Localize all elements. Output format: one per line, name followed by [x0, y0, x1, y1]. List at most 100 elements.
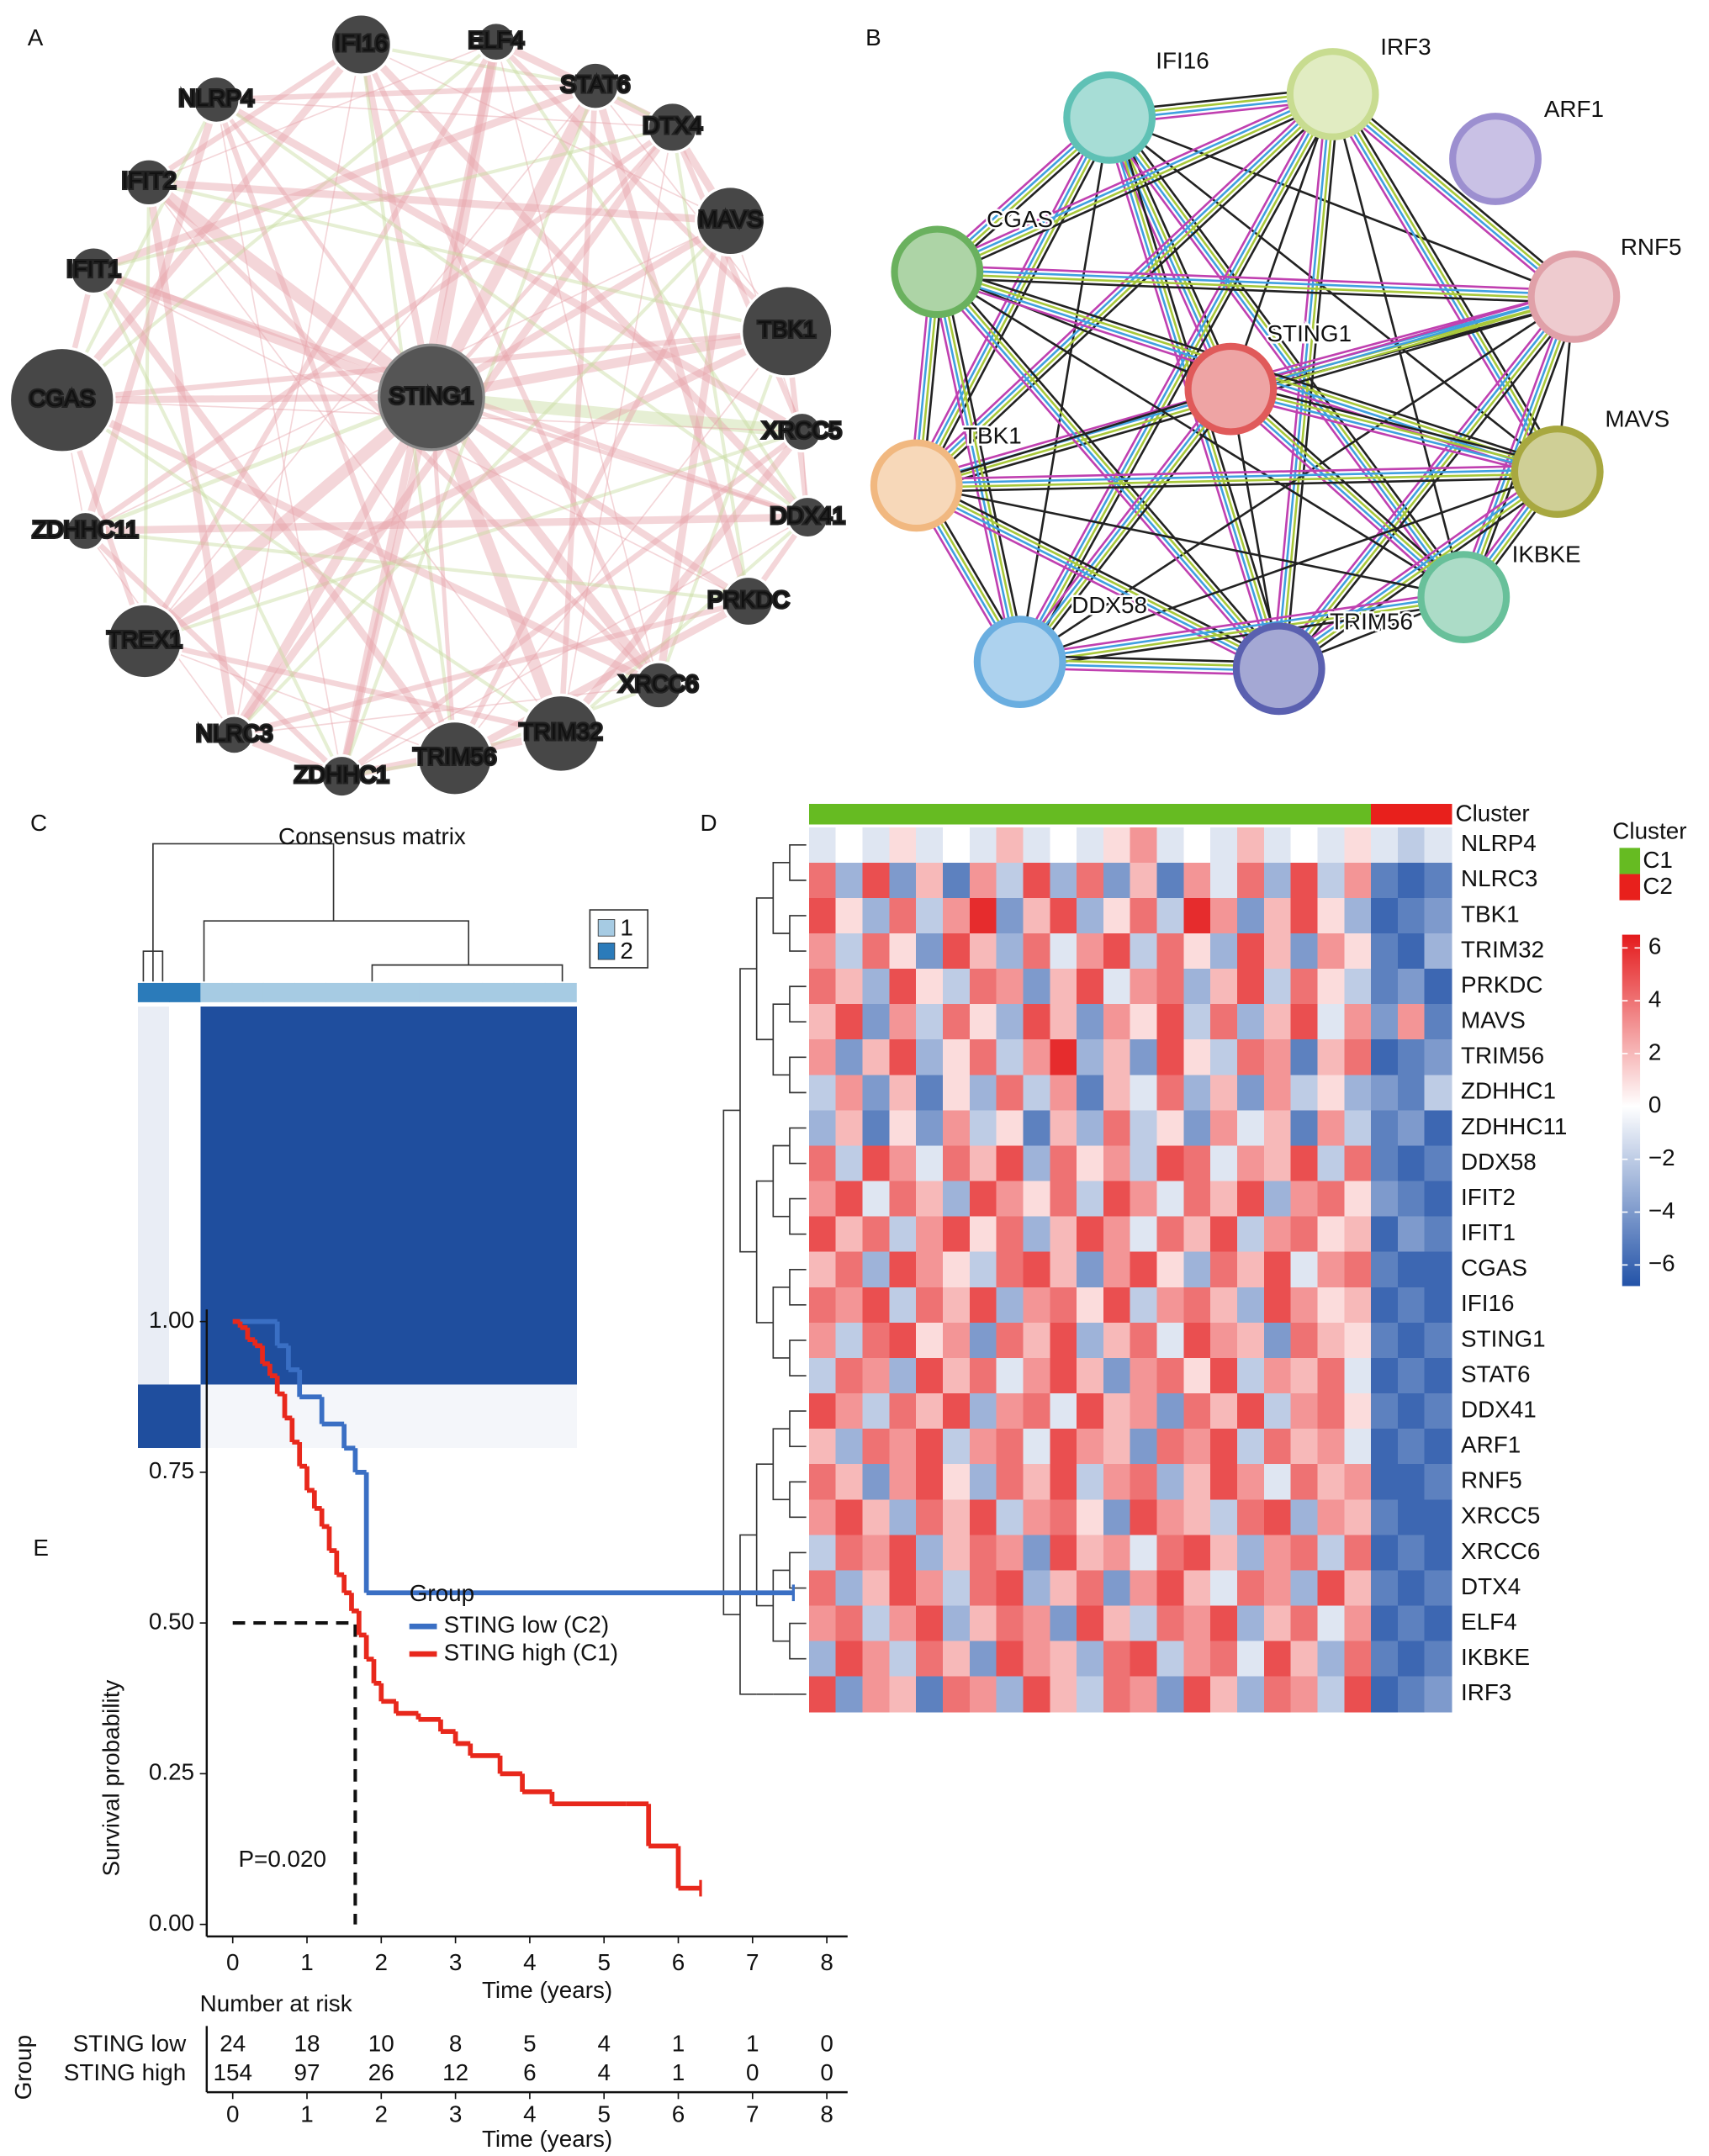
heatmap-cell [1237, 1004, 1265, 1041]
heatmap-cell [1344, 1145, 1372, 1182]
edge [145, 177, 436, 403]
matrix-cell [451, 1006, 484, 1039]
heatmap-cell [1103, 1181, 1131, 1218]
heatmap-cell [1290, 1216, 1319, 1253]
edge [1283, 94, 1341, 670]
matrix-cell [325, 1289, 358, 1323]
node-label: NLRP4 [178, 85, 254, 111]
x-tick-label: 2 [375, 1949, 388, 1975]
heatmap-cell [1156, 1110, 1185, 1147]
edge [144, 638, 562, 737]
heatmap-cell [1130, 1357, 1158, 1394]
heatmap-cell [835, 1287, 864, 1324]
matrix-cell [513, 1038, 546, 1070]
matrix-cell [388, 1195, 421, 1228]
node-label: STING1 [1267, 320, 1352, 346]
heatmap-cell [862, 1004, 891, 1041]
cluster-bar [482, 982, 515, 1002]
heatmap-cell [862, 862, 891, 899]
heatmap-cell [1077, 1499, 1104, 1536]
heatmap-cell [1156, 1429, 1185, 1466]
node-label: XRCC5 [763, 417, 842, 443]
edge [85, 513, 808, 535]
matrix-cell [357, 1101, 389, 1133]
heatmap-cell [1371, 1429, 1399, 1466]
heatmap-cell [916, 1004, 944, 1041]
matrix-cell [513, 1258, 546, 1291]
node [781, 410, 823, 453]
edge [147, 42, 363, 185]
heatmap-cell [889, 1110, 918, 1147]
matrix-cell [169, 1069, 202, 1102]
cluster-bar [200, 982, 233, 1002]
heatmap-cell [808, 1004, 837, 1041]
heatmap-cell [835, 862, 864, 899]
heatmap-cell [1023, 1641, 1051, 1678]
heatmap-cell [1397, 1322, 1426, 1359]
heatmap-cell [996, 1287, 1024, 1324]
heatmap-cell [916, 1535, 944, 1572]
edge [452, 219, 733, 760]
matrix-cell [357, 1321, 389, 1354]
heatmap-cell [889, 933, 918, 970]
heatmap-cell [862, 1039, 891, 1076]
edge [214, 98, 433, 399]
heatmap-cell [1183, 1322, 1212, 1359]
matrix-cell [262, 1226, 295, 1260]
row-label: STING1 [1461, 1325, 1546, 1351]
heatmap-cell [1263, 1216, 1292, 1253]
heatmap-cell [943, 1605, 971, 1642]
heatmap-cell [1103, 897, 1131, 934]
heatmap-cell [1344, 827, 1372, 864]
matrix-cell [544, 1289, 577, 1323]
heatmap-cell [1424, 1287, 1452, 1324]
matrix-cell [513, 1069, 546, 1102]
heatmap-cell [969, 1393, 997, 1429]
heatmap-cell [916, 1322, 944, 1359]
heatmap-cell [1050, 933, 1077, 970]
cluster-bar [231, 982, 264, 1002]
heatmap-cell [916, 1499, 944, 1536]
heatmap-cell [808, 1181, 837, 1218]
matrix-cell [451, 1352, 484, 1386]
heatmap-cell [1424, 1393, 1452, 1429]
heatmap-cell [862, 827, 891, 864]
heatmap-cell [1263, 969, 1292, 1005]
heatmap-cell [1210, 1110, 1238, 1147]
heatmap-cell [835, 1075, 864, 1112]
heatmap-cell [1023, 969, 1051, 1005]
cluster-bar [1156, 803, 1185, 825]
heatmap-cell [916, 1570, 944, 1607]
heatmap-cell [835, 1676, 864, 1713]
heatmap-cell [996, 1181, 1024, 1218]
heatmap-cell [1317, 1499, 1346, 1536]
heatmap-cell [1237, 1429, 1265, 1466]
edge [357, 44, 435, 399]
legend-title: Cluster [1612, 818, 1686, 844]
matrix-cell [544, 1038, 577, 1070]
heatmap-cell [1371, 1641, 1399, 1678]
matrix-cell [137, 1132, 170, 1165]
heatmap-cell [889, 969, 918, 1005]
dendrogram [789, 1127, 807, 1165]
heatmap-cell [1183, 1216, 1212, 1253]
edge [1017, 387, 1230, 662]
heatmap-cell [1371, 827, 1399, 864]
node-label: DDX58 [1071, 592, 1147, 618]
matrix-cell [544, 1101, 577, 1133]
heatmap-cell [1317, 1145, 1346, 1182]
risk-value: 8 [449, 2031, 463, 2057]
node [1063, 71, 1156, 164]
matrix-cell [513, 1132, 546, 1165]
heatmap-cell [1424, 827, 1452, 864]
heatmap-cell [862, 1535, 891, 1572]
annotation: P=0.020 [238, 1846, 326, 1872]
heatmap-cell [1050, 1393, 1077, 1429]
heatmap-cell [1023, 1075, 1051, 1112]
heatmap-cell [1263, 1535, 1292, 1572]
edge [1336, 90, 1564, 469]
cluster-bar [916, 803, 944, 825]
heatmap-cell [1210, 1181, 1238, 1218]
node [1449, 113, 1542, 205]
heatmap-cell [835, 1499, 864, 1536]
